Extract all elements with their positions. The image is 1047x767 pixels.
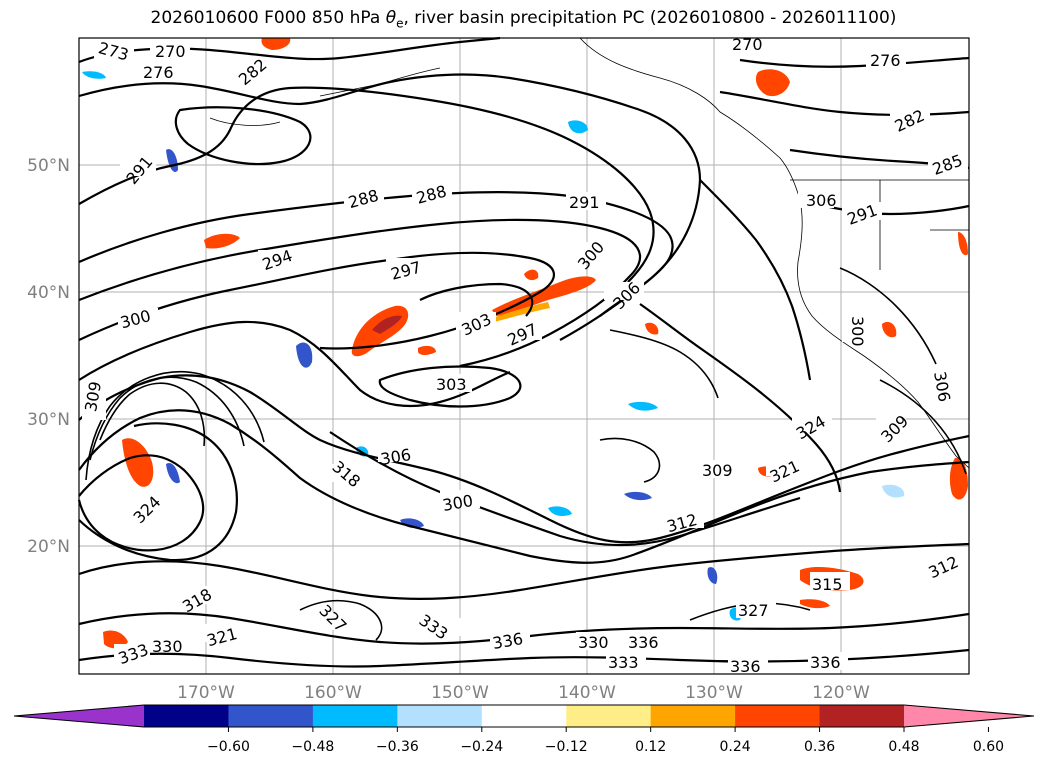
contour-label: 306: [806, 191, 837, 210]
colorbar-tick-label: −0.24: [460, 739, 503, 755]
colorbar-segment: [397, 705, 483, 727]
colorbar: −0.60 −0.48 −0.36 −0.24 −0.12 0.12 0.24 0.36 0.4…: [13, 704, 1035, 755]
lon-label: 130°W: [685, 683, 743, 703]
colorbar-tick-label: −0.12: [545, 739, 588, 755]
theta-subscript: e: [396, 16, 404, 31]
lon-label: 170°W: [177, 683, 235, 703]
lat-tick-labels: 50°N 40°N 30°N 20°N: [27, 156, 70, 557]
colorbar-segment: [144, 705, 229, 727]
map-border: [78, 37, 970, 675]
contour-label: 315: [812, 575, 843, 594]
theta-symbol: θ: [385, 8, 397, 28]
contour-label: 291: [569, 193, 600, 212]
contour-label: 336: [628, 633, 659, 652]
lon-label: 120°W: [812, 683, 870, 703]
colorbar-tick-label: 0.24: [720, 739, 751, 755]
colorbar-segment: [481, 705, 567, 727]
lon-label: 150°W: [431, 683, 489, 703]
colorbar-segment: [566, 705, 652, 727]
contour-label: 276: [870, 51, 901, 70]
colorbar-tick-label: 0.60: [973, 739, 1004, 755]
colorbar-tick-label: −0.48: [291, 739, 334, 755]
contour-label: 276: [143, 63, 174, 82]
lat-label: 50°N: [27, 156, 70, 176]
contour-label: 270: [732, 35, 763, 54]
contour-label: 336: [810, 653, 841, 672]
colorbar-extend-high: [904, 705, 1034, 727]
colorbar-outline: [13, 704, 1035, 728]
contour-label: 309: [702, 461, 733, 480]
colorbar-segment: [650, 705, 736, 727]
contour-label: 330: [152, 637, 183, 656]
contour-label: 270: [155, 42, 186, 61]
colorbar-segment: [228, 705, 314, 727]
colorbar-tick-label: 0.36: [804, 739, 835, 755]
lon-tick-labels: 170°W 160°W 150°W 140°W 130°W 120°W: [177, 683, 870, 703]
colorbar-extend-low: [14, 705, 144, 727]
lat-label: 20°N: [27, 537, 70, 557]
colorbar-tick-label: 0.12: [635, 739, 666, 755]
contour-label: 336: [730, 657, 761, 676]
contour-label: 300: [848, 316, 867, 347]
colorbar-segment: [735, 705, 821, 727]
colorbar-tick-label: −0.36: [376, 739, 419, 755]
colorbar-segment: [312, 705, 398, 727]
contour-label: 303: [436, 375, 467, 394]
lon-label: 160°W: [304, 683, 362, 703]
contour-label: 327: [738, 601, 769, 620]
lat-label: 40°N: [27, 283, 70, 303]
colorbar-tick-label: −0.60: [207, 739, 250, 755]
contour-label: 333: [608, 653, 639, 672]
map-title: 2026010600 F000 850 hPa θe, river basin …: [150, 8, 897, 31]
colorbar-tick-label: 0.48: [888, 739, 919, 755]
colorbar-segment: [819, 705, 905, 727]
contour-label: 330: [578, 633, 609, 652]
lat-label: 30°N: [27, 410, 70, 430]
lon-label: 140°W: [558, 683, 616, 703]
graticule: [79, 38, 969, 674]
